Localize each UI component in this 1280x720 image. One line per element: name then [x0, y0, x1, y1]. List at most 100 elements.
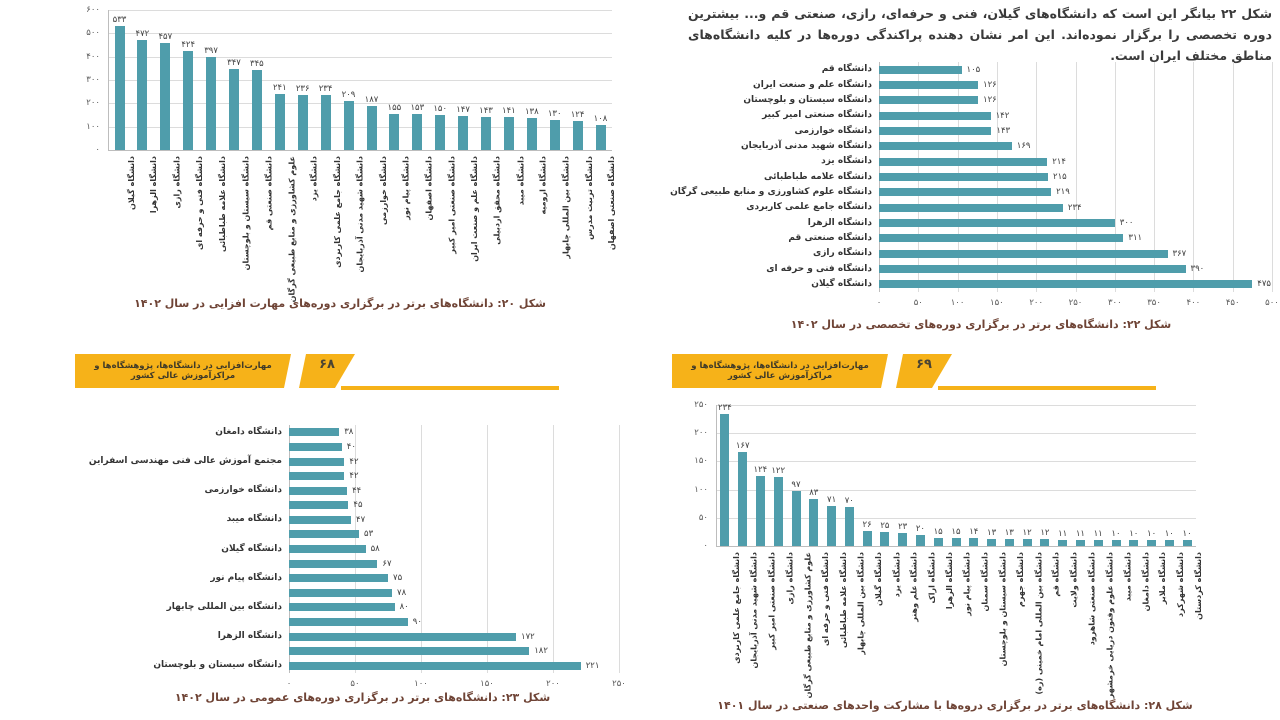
bar-value-label: ۱۸۲ — [534, 646, 548, 657]
bar-value-label: ۴۵۷ — [158, 32, 173, 43]
category-label: دانشگاه صنعتی قم — [263, 156, 273, 231]
intro-paragraph: شکل ۲۲ بیانگر این است که دانشگاه‌های گیل… — [688, 6, 1272, 63]
bar — [289, 545, 366, 553]
bar — [289, 574, 388, 583]
bar-value-label: ۷۰ — [844, 495, 854, 506]
gridline-v — [619, 425, 620, 673]
x-axis-tick-label: ۱۵۰ — [990, 298, 1004, 308]
category-label: دانشگاه میبد — [226, 514, 282, 525]
category-label: دانشگاه فنی و حرفه ای — [195, 156, 205, 250]
bar-value-label: ۲۳ — [898, 522, 908, 532]
chart-fig20-skill-building-courses: ۰ ۱۰۰ ۲۰۰ ۳۰۰ ۴۰۰ ۵۰۰ ۶۰۰ ۵۳۳ دانشگاه گیلان ۴۷۲ دا… — [62, 2, 618, 302]
bar-value-label: ۲۰ — [915, 523, 925, 534]
bar-value-label: ۱۶۷ — [735, 440, 750, 451]
y-axis-line — [716, 405, 717, 546]
bar — [773, 477, 783, 546]
category-label: دانشگاه یزد — [821, 156, 872, 167]
category-label: دانشگاه جامع علمی کاربردی — [731, 552, 741, 664]
bar — [879, 127, 992, 135]
category-label: دانشگاه پیام نور — [401, 156, 411, 220]
bar — [229, 69, 239, 150]
bar-value-label: ۱۳۰ — [547, 108, 562, 119]
category-label: دانشگاه اراک — [927, 552, 937, 604]
x-axis-tick-label: ۲۵۰ — [612, 679, 626, 689]
bar-value-label: ۱۲۲ — [771, 466, 786, 477]
y-axis-tick-label: ۴۰۰ — [86, 51, 100, 62]
gridline-v — [553, 425, 554, 673]
category-label: دانشگاه جهرم — [1016, 552, 1026, 608]
bar-value-label: ۳۸ — [344, 427, 354, 438]
gridline-v — [1232, 62, 1234, 292]
bar-value-label: ۲۳۴ — [718, 403, 732, 413]
category-label: دانشگاه سیستان و بلوچستان — [998, 552, 1008, 667]
category-label: دانشگاه خوارزمی — [204, 485, 282, 496]
category-label: دانشگاه صنعتی امیر کبیر — [767, 552, 777, 650]
bar-value-label: ۶۷ — [382, 558, 392, 569]
bar — [289, 559, 378, 568]
category-label: دانشگاه علامه طباطبائی — [218, 156, 228, 252]
category-label: دانشگاه میبد — [515, 156, 525, 206]
x-axis-tick-label: ۵۰۰ — [1265, 298, 1279, 308]
chart-fig28-industry-partnership-courses: ۰ ۵۰ ۱۰۰ ۱۵۰ ۲۰۰ ۲۵۰ ۲۳۴ دانشگاه جامع علمی کارب… — [672, 395, 1274, 699]
category-label: دانشگاه فنی و حرفه ای — [820, 552, 830, 646]
bar-value-label: ۴۲ — [349, 471, 359, 482]
category-label: دانشگاه ولایت — [1069, 552, 1079, 608]
bar — [274, 93, 285, 150]
category-label: دانشگاه شهید مدنی آذربایجان — [355, 156, 365, 273]
bar — [458, 115, 469, 150]
category-label: دانشگاه شهید مدنی آذربایجان — [740, 140, 872, 151]
banner-rule-left — [341, 386, 559, 390]
category-label: دانشگاه جامع علمی کاربردی — [746, 202, 872, 213]
bar — [289, 428, 340, 437]
category-label: دانشگاه پیام نور — [210, 572, 282, 583]
y-axis-tick-label: ۲۵۰ — [694, 400, 708, 410]
bar-value-label: ۱۲۶ — [983, 80, 997, 90]
category-label: دانشگاه کردستان — [1194, 552, 1204, 620]
bar-value-label: ۱۱ — [1093, 528, 1103, 539]
category-label: دانشگاه گیلان — [874, 552, 884, 606]
y-axis-tick-label: ۲۰۰ — [694, 428, 708, 439]
category-label: دانشگاه علوم وفنون دریایی خرمشهر — [1105, 552, 1115, 699]
bar — [1093, 539, 1103, 546]
bar — [289, 486, 348, 495]
bar-value-label: ۷۸ — [397, 587, 407, 598]
y-axis-tick-label: ۵۰ — [698, 512, 708, 523]
category-label: دانشگاه صنعتی اصفهان — [607, 156, 617, 251]
bar — [366, 106, 377, 150]
category-label: دانشگاه فنی و حرفه ای — [766, 263, 872, 274]
bar-value-label: ۱۴۷ — [456, 104, 470, 115]
bar — [879, 111, 991, 120]
category-label: دانشگاه گیلان — [221, 543, 282, 554]
bar-value-label: ۱۲۶ — [983, 95, 997, 106]
x-axis-tick-label: ۵۰ — [350, 679, 360, 689]
bar-value-label: ۴۰ — [346, 441, 356, 452]
gridline-h — [108, 126, 612, 128]
caption-fig22: شکل ۲۲: دانشگاه‌های برتر در برگزاری دوره… — [790, 318, 1172, 331]
gridline-v — [1154, 62, 1156, 292]
category-label: دانشگاه محقق اردبیلی — [493, 156, 502, 245]
bar-value-label: ۱۳ — [1004, 527, 1014, 538]
bar — [720, 414, 730, 546]
x-axis-tick-label: ۳۵۰ — [1147, 298, 1161, 308]
bar-value-label: ۲۴۱ — [272, 82, 287, 93]
category-label: دانشگاه علم وهنر — [909, 552, 919, 622]
bar-value-label: ۱۴ — [969, 527, 979, 538]
y-axis-tick-label: ۱۰۰ — [694, 484, 708, 495]
bar-value-label: ۲۵ — [880, 520, 890, 531]
bar — [1147, 540, 1157, 546]
category-label: دانشگاه سیستان و بلوچستان — [743, 94, 872, 105]
category-label: دانشگاه الزهرا — [807, 217, 872, 228]
category-label: دانشگاه شهرکرد — [1176, 552, 1186, 618]
page-banner-left: مهارت‌افزایی در دانشگاه‌ها، پژوهشگاه‌ها … — [75, 354, 565, 394]
bar-value-label: ۱۵ — [951, 526, 961, 537]
bar — [879, 219, 1115, 227]
category-label: دانشگاه بین المللی چابهار — [561, 156, 571, 259]
bar — [206, 57, 217, 150]
y-axis-tick-label: ۶۰۰ — [86, 5, 100, 15]
category-label: دانشگاه یزد — [891, 552, 901, 598]
bar — [289, 617, 408, 626]
category-label: دانشگاه سیستان و بلوچستان — [241, 156, 250, 271]
bar — [933, 537, 943, 546]
gridline-h — [108, 33, 612, 35]
